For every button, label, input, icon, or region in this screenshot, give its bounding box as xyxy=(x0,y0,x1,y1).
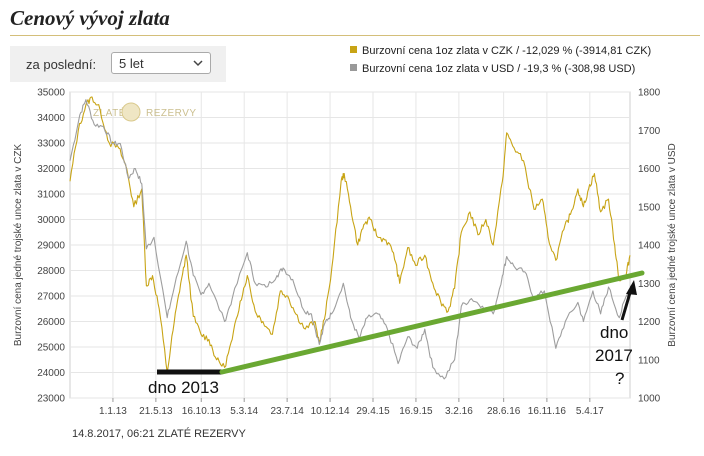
legend-swatch-usd xyxy=(350,64,357,71)
period-label: za poslední: xyxy=(26,57,97,72)
y-tick-label: 25000 xyxy=(37,343,65,354)
y-axis-title: Burzovní cena jedné trojské unce zlata v… xyxy=(13,144,24,347)
annotation-dno-2017-line2: 2017 xyxy=(595,346,633,365)
y-tick-label: 29000 xyxy=(37,241,65,252)
y-right-tick-label: 1800 xyxy=(638,88,661,99)
x-tick-label: 16.10.13 xyxy=(182,406,221,417)
chevron-down-icon xyxy=(193,60,203,67)
x-tick-label: 21.5.13 xyxy=(139,406,173,417)
y-right-tick-label: 1200 xyxy=(638,317,661,328)
y-right-tick-label: 1100 xyxy=(638,355,660,366)
y-tick-label: 27000 xyxy=(37,292,65,303)
legend-item-usd[interactable]: Burzovní cena 1oz zlata v USD / -19,3 % … xyxy=(350,63,635,75)
trend-line xyxy=(219,270,645,375)
x-tick-label: 23.7.14 xyxy=(270,406,304,417)
x-tick-label: 29.4.15 xyxy=(356,406,390,417)
y-right-tick-label: 1400 xyxy=(638,241,661,252)
x-tick-label: 1.1.13 xyxy=(99,406,127,417)
y-tick-label: 34000 xyxy=(37,113,65,124)
x-tick-label: 28.6.16 xyxy=(487,406,521,417)
period-select[interactable]: 5 let xyxy=(111,52,211,74)
period-select-value: 5 let xyxy=(119,56,144,71)
watermark-logo xyxy=(121,102,141,122)
legend-item-czk[interactable]: Burzovní cena 1oz zlata v CZK / -12,029 … xyxy=(350,45,651,57)
y-right-tick-label: 1600 xyxy=(638,164,661,175)
y-tick-label: 24000 xyxy=(37,368,65,379)
annotation-dno-2017-line1: dno xyxy=(600,323,628,342)
y-tick-label: 31000 xyxy=(37,190,65,201)
series-line-usd xyxy=(69,99,631,380)
y-tick-label: 30000 xyxy=(37,215,65,226)
x-tick-label: 3.2.16 xyxy=(445,406,473,417)
annotation-dno-2017-line3: ? xyxy=(615,369,624,388)
legend-swatch-czk xyxy=(350,46,357,53)
y-tick-label: 28000 xyxy=(37,266,65,277)
watermark-right: REZERVY xyxy=(146,108,197,119)
title-divider xyxy=(10,35,700,36)
y-right-tick-label: 1500 xyxy=(638,202,661,213)
x-tick-label: 5.3.14 xyxy=(230,406,258,417)
x-tick-label: 5.4.17 xyxy=(576,406,604,417)
y-tick-label: 26000 xyxy=(37,317,65,328)
period-filter: za poslední: 5 let xyxy=(10,46,226,82)
y-right-tick-label: 1300 xyxy=(638,279,661,290)
x-tick-label: 16.11.16 xyxy=(528,406,567,417)
y-tick-label: 35000 xyxy=(37,88,65,99)
annotation-dno-2013: dno 2013 xyxy=(148,378,219,397)
y-right-tick-label: 1000 xyxy=(638,394,661,405)
y-tick-label: 23000 xyxy=(37,394,65,405)
y-right-tick-label: 1700 xyxy=(638,126,661,137)
series-line-czk xyxy=(69,96,631,374)
y-right-axis-title: Burzovní cena jedné trojské unce zlata v… xyxy=(667,143,678,346)
legend-label-czk: Burzovní cena 1oz zlata v CZK / -12,029 … xyxy=(362,45,652,57)
footer-timestamp: 14.8.2017, 06:21 ZLATÉ REZERVY xyxy=(72,428,246,440)
y-tick-label: 33000 xyxy=(37,139,65,150)
watermark-left: ZLATÉ xyxy=(93,106,126,119)
annotation-arrowhead xyxy=(626,280,637,295)
x-tick-label: 10.12.14 xyxy=(311,406,350,417)
legend-label-usd: Burzovní cena 1oz zlata v USD / -19,3 % … xyxy=(362,63,636,75)
y-tick-label: 32000 xyxy=(37,164,65,175)
x-tick-label: 16.9.15 xyxy=(399,406,433,417)
page-title: Cenový vývoj zlata xyxy=(10,6,170,30)
